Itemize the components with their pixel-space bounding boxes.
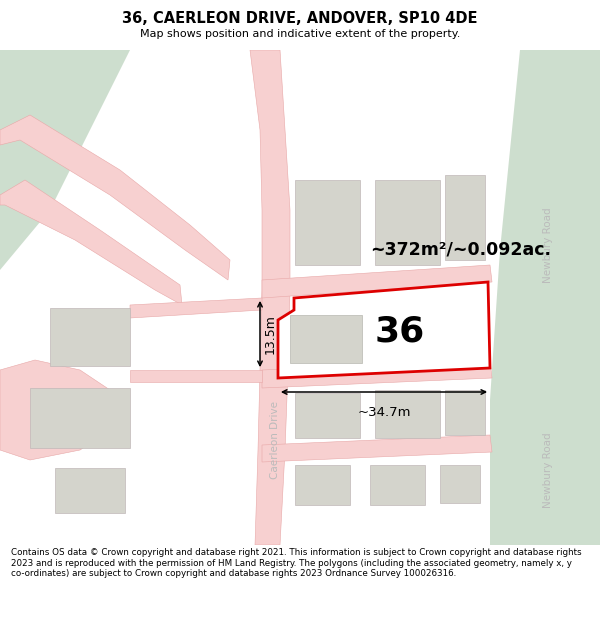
Bar: [295, 180, 360, 265]
Text: ~372m²/~0.092ac.: ~372m²/~0.092ac.: [370, 241, 551, 259]
Text: Newbury Road: Newbury Road: [543, 432, 553, 508]
Text: 13.5m: 13.5m: [264, 314, 277, 354]
Text: Newbury Road: Newbury Road: [543, 208, 553, 282]
Polygon shape: [0, 50, 130, 270]
Text: Caerleon Drive: Caerleon Drive: [270, 401, 280, 479]
Bar: [295, 465, 350, 505]
Text: Map shows position and indicative extent of the property.: Map shows position and indicative extent…: [140, 29, 460, 39]
Polygon shape: [490, 50, 600, 545]
Bar: [30, 388, 130, 448]
Polygon shape: [130, 370, 262, 382]
Polygon shape: [0, 360, 110, 460]
Text: Contains OS data © Crown copyright and database right 2021. This information is : Contains OS data © Crown copyright and d…: [11, 548, 581, 578]
Text: 36, CAERLEON DRIVE, ANDOVER, SP10 4DE: 36, CAERLEON DRIVE, ANDOVER, SP10 4DE: [122, 11, 478, 26]
Polygon shape: [0, 180, 182, 305]
Bar: [290, 315, 362, 363]
Bar: [50, 308, 130, 366]
Polygon shape: [250, 50, 290, 545]
Bar: [375, 180, 440, 265]
Bar: [55, 468, 125, 513]
Bar: [440, 465, 480, 503]
Polygon shape: [278, 282, 490, 378]
Bar: [445, 390, 485, 435]
Polygon shape: [130, 298, 262, 318]
Bar: [370, 465, 425, 505]
Polygon shape: [0, 115, 230, 280]
Bar: [295, 393, 360, 438]
Polygon shape: [262, 435, 492, 462]
Polygon shape: [262, 265, 492, 298]
Bar: [445, 175, 485, 260]
Polygon shape: [262, 360, 492, 388]
Text: 36: 36: [375, 315, 425, 349]
Text: ~34.7m: ~34.7m: [357, 406, 411, 419]
Bar: [375, 390, 440, 438]
